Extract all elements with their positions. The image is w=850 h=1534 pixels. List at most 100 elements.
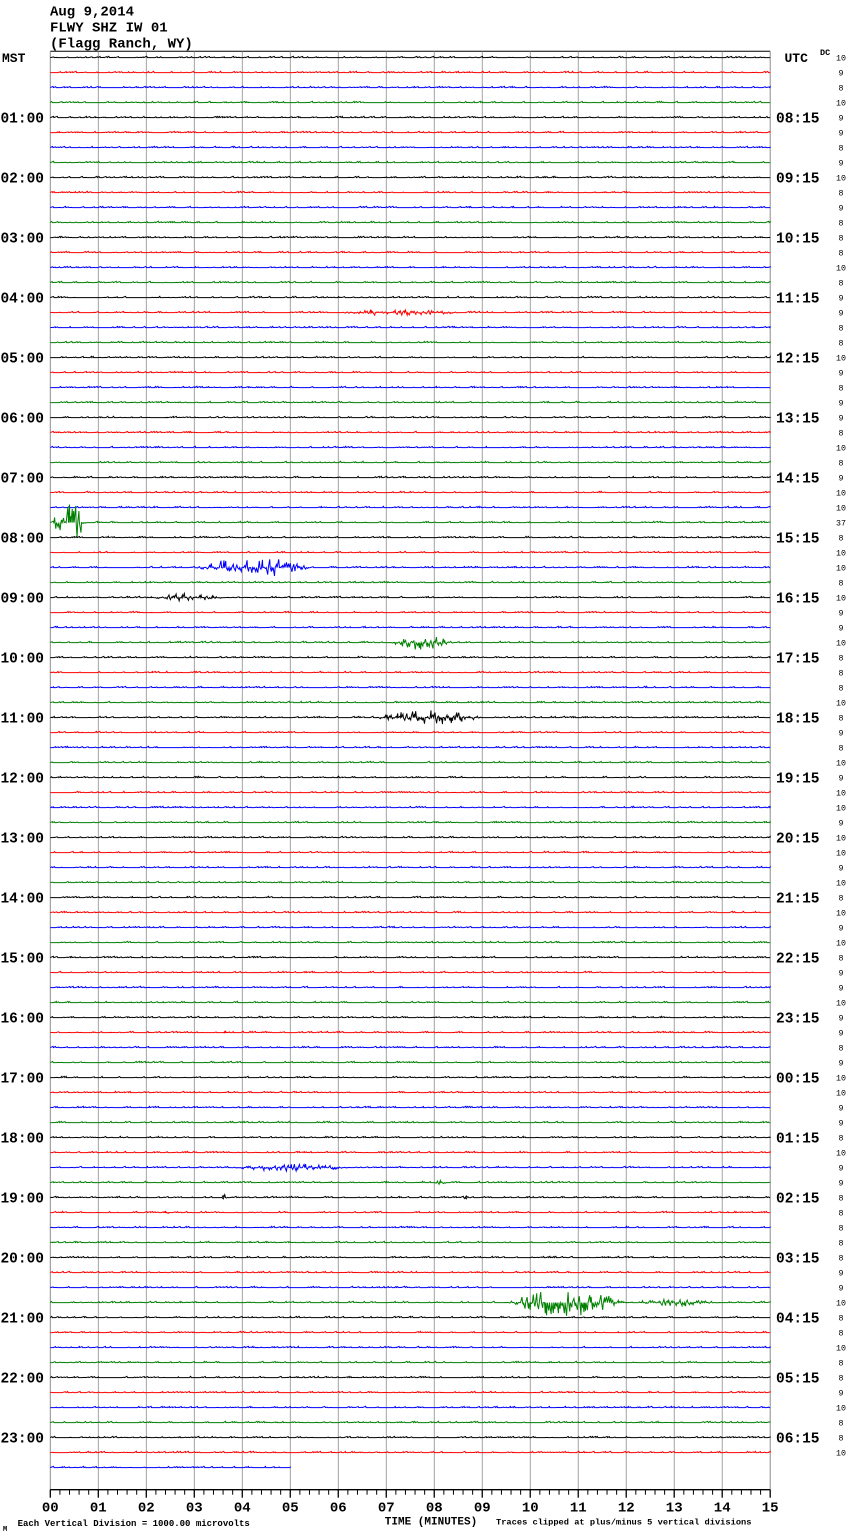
svg-text:10: 10 — [836, 55, 846, 64]
svg-text:37: 37 — [836, 520, 846, 529]
svg-text:10: 10 — [836, 175, 846, 184]
svg-text:10: 10 — [836, 805, 846, 814]
svg-text:18:15: 18:15 — [776, 712, 820, 728]
svg-text:UTC: UTC — [785, 51, 809, 66]
svg-text:10: 10 — [836, 790, 846, 799]
svg-text:(Flagg Ranch, WY): (Flagg Ranch, WY) — [50, 37, 193, 53]
svg-text:02:00: 02:00 — [0, 172, 44, 188]
svg-text:8: 8 — [839, 1330, 844, 1339]
svg-text:14:15: 14:15 — [776, 472, 820, 488]
svg-text:10: 10 — [836, 1075, 846, 1084]
svg-text:9: 9 — [839, 970, 844, 979]
svg-text:23:00: 23:00 — [0, 1432, 44, 1448]
svg-text:15: 15 — [762, 1501, 779, 1517]
svg-text:8: 8 — [839, 1315, 844, 1324]
svg-text:9: 9 — [839, 295, 844, 304]
svg-text:04:00: 04:00 — [0, 292, 44, 308]
svg-text:11: 11 — [570, 1501, 587, 1517]
svg-text:8: 8 — [839, 430, 844, 439]
svg-text:9: 9 — [839, 205, 844, 214]
svg-text:8: 8 — [839, 1195, 844, 1204]
svg-text:9: 9 — [839, 1165, 844, 1174]
svg-text:10: 10 — [836, 940, 846, 949]
svg-text:10: 10 — [836, 850, 846, 859]
svg-text:8: 8 — [839, 340, 844, 349]
svg-text:9: 9 — [839, 1180, 844, 1189]
svg-text:8: 8 — [839, 670, 844, 679]
svg-text:9: 9 — [839, 865, 844, 874]
svg-text:07: 07 — [378, 1501, 395, 1517]
svg-text:17:00: 17:00 — [0, 1072, 44, 1088]
svg-text:16:15: 16:15 — [776, 592, 820, 608]
svg-text:9: 9 — [839, 1120, 844, 1129]
svg-text:21:00: 21:00 — [0, 1312, 44, 1328]
svg-text:03:00: 03:00 — [0, 232, 44, 248]
svg-text:10: 10 — [836, 1150, 846, 1159]
svg-text:9: 9 — [839, 1030, 844, 1039]
svg-text:9: 9 — [839, 130, 844, 139]
svg-text:10: 10 — [836, 760, 846, 769]
svg-text:FLWY SHZ IW 01: FLWY SHZ IW 01 — [50, 21, 168, 37]
svg-text:8: 8 — [839, 220, 844, 229]
svg-text:8: 8 — [839, 1360, 844, 1369]
svg-text:8: 8 — [839, 655, 844, 664]
svg-text:06: 06 — [330, 1501, 347, 1517]
svg-text:10: 10 — [836, 1000, 846, 1009]
svg-text:11:15: 11:15 — [776, 292, 820, 308]
svg-text:14:00: 14:00 — [0, 892, 44, 908]
svg-text:8: 8 — [839, 685, 844, 694]
svg-text:20:15: 20:15 — [776, 832, 820, 848]
svg-text:8: 8 — [839, 1135, 844, 1144]
svg-text:03:15: 03:15 — [776, 1252, 820, 1268]
svg-text:15:00: 15:00 — [0, 952, 44, 968]
svg-text:00: 00 — [42, 1501, 59, 1517]
svg-text:8: 8 — [839, 955, 844, 964]
svg-text:20:00: 20:00 — [0, 1252, 44, 1268]
svg-text:08:00: 08:00 — [0, 532, 44, 548]
svg-text:02: 02 — [138, 1501, 155, 1517]
svg-text:Aug 9,2014: Aug 9,2014 — [50, 5, 134, 21]
svg-text:10: 10 — [836, 1300, 846, 1309]
svg-text:10: 10 — [836, 1345, 846, 1354]
svg-text:9: 9 — [839, 820, 844, 829]
svg-text:8: 8 — [839, 895, 844, 904]
svg-text:10: 10 — [522, 1501, 539, 1517]
svg-text:10: 10 — [836, 1405, 846, 1414]
svg-text:8: 8 — [839, 715, 844, 724]
svg-text:12: 12 — [618, 1501, 635, 1517]
svg-text:10: 10 — [836, 445, 846, 454]
svg-text:9: 9 — [839, 475, 844, 484]
svg-text:01: 01 — [90, 1501, 107, 1517]
svg-text:9: 9 — [839, 70, 844, 79]
svg-text:10: 10 — [836, 1450, 846, 1459]
svg-text:8: 8 — [839, 1210, 844, 1219]
svg-text:11:00: 11:00 — [0, 712, 44, 728]
svg-text:05:00: 05:00 — [0, 352, 44, 368]
svg-text:8: 8 — [839, 280, 844, 289]
svg-text:00:15: 00:15 — [776, 1072, 820, 1088]
svg-text:09: 09 — [474, 1501, 491, 1517]
svg-text:09:15: 09:15 — [776, 172, 820, 188]
svg-text:9: 9 — [839, 1270, 844, 1279]
svg-text:Traces clipped at plus/minus 5: Traces clipped at plus/minus 5 vertical … — [496, 1518, 751, 1528]
svg-text:12:15: 12:15 — [776, 352, 820, 368]
svg-text:DC: DC — [820, 48, 830, 58]
svg-text:10:00: 10:00 — [0, 652, 44, 668]
svg-text:10: 10 — [836, 265, 846, 274]
svg-text:10: 10 — [836, 565, 846, 574]
svg-text:05:15: 05:15 — [776, 1372, 820, 1388]
svg-text:8: 8 — [839, 190, 844, 199]
svg-text:22:15: 22:15 — [776, 952, 820, 968]
svg-text:10: 10 — [836, 550, 846, 559]
svg-text:8: 8 — [839, 1255, 844, 1264]
svg-text:21:15: 21:15 — [776, 892, 820, 908]
svg-text:10: 10 — [836, 490, 846, 499]
svg-text:10: 10 — [836, 1090, 846, 1099]
svg-text:8: 8 — [839, 235, 844, 244]
svg-text:19:00: 19:00 — [0, 1192, 44, 1208]
svg-text:8: 8 — [839, 1240, 844, 1249]
svg-text:8: 8 — [839, 85, 844, 94]
svg-text:12:00: 12:00 — [0, 772, 44, 788]
svg-text:8: 8 — [839, 250, 844, 259]
svg-text:10:15: 10:15 — [776, 232, 820, 248]
